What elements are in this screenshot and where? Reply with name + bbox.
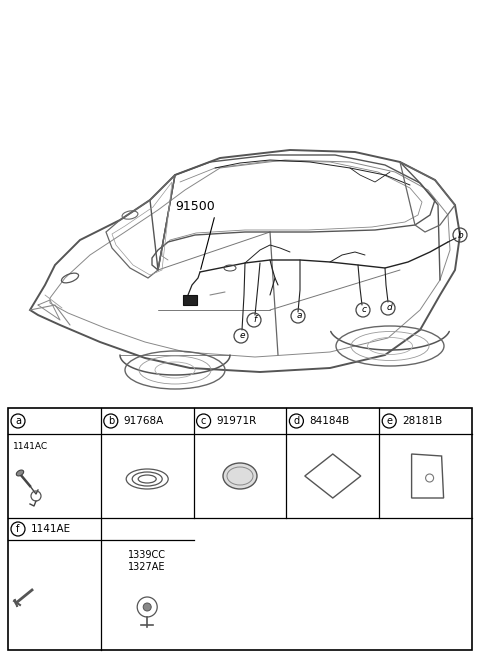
Text: d: d: [386, 303, 392, 312]
Text: d: d: [293, 416, 300, 426]
Text: a: a: [15, 416, 21, 426]
Text: 84184B: 84184B: [310, 416, 349, 426]
Circle shape: [143, 603, 151, 611]
Text: f: f: [16, 524, 20, 534]
Text: b: b: [108, 416, 114, 426]
Text: 91971R: 91971R: [216, 416, 257, 426]
Text: a: a: [296, 312, 302, 320]
Text: c: c: [201, 416, 206, 426]
Text: 28181B: 28181B: [402, 416, 443, 426]
Text: e: e: [239, 331, 245, 341]
Text: 1141AE: 1141AE: [31, 524, 71, 534]
Text: 91768A: 91768A: [124, 416, 164, 426]
Ellipse shape: [223, 463, 257, 489]
Ellipse shape: [16, 470, 24, 476]
Bar: [8, 408, 472, 650]
Text: b: b: [458, 231, 464, 240]
Text: 91500: 91500: [175, 200, 215, 213]
Text: e: e: [386, 416, 392, 426]
Text: 1141AC: 1141AC: [13, 442, 48, 451]
Text: 1339CC
1327AE: 1339CC 1327AE: [128, 550, 166, 572]
Text: c: c: [361, 305, 367, 314]
FancyBboxPatch shape: [183, 295, 197, 305]
Text: f: f: [253, 316, 257, 324]
